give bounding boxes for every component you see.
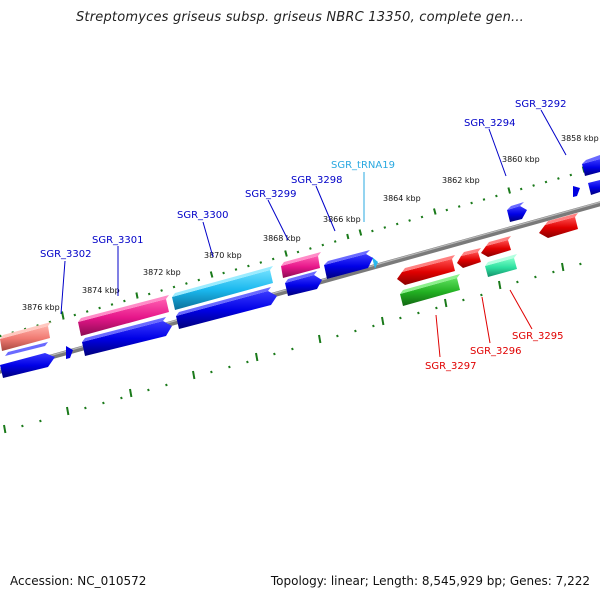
kbp-label: 3872 kbp bbox=[143, 268, 181, 277]
gene-SGR_3297-green[interactable] bbox=[400, 274, 460, 306]
forward-strand-row2 bbox=[0, 180, 600, 378]
gene-SGR_3300[interactable] bbox=[172, 266, 273, 310]
label-SGR_3294: SGR_3294 bbox=[464, 118, 516, 129]
reverse-strand-features bbox=[397, 213, 578, 306]
label-SGR_3297: SGR_3297 bbox=[425, 361, 477, 372]
trna-SGR_tRNA19[interactable] bbox=[372, 257, 378, 269]
gene-SGR_3299[interactable] bbox=[324, 250, 373, 279]
gene-reverse-right[interactable] bbox=[539, 213, 578, 238]
lower-scale-ruler bbox=[3, 262, 582, 434]
gene-SGR_3297[interactable] bbox=[397, 255, 455, 285]
gene-forward-c[interactable] bbox=[176, 287, 277, 329]
label-SGR_3300: SGR_3300 bbox=[177, 210, 229, 221]
accession-text: Accession: NC_010572 bbox=[10, 574, 147, 588]
kbp-scale-labels: 3876 kbp 3874 kbp 3872 kbp 3870 kbp 3868… bbox=[22, 134, 599, 312]
sequence-title: Streptomyces griseus subsp. griseus NBRC… bbox=[75, 10, 525, 25]
forward-strand-features bbox=[0, 155, 600, 359]
gene-SGR_3295[interactable] bbox=[485, 254, 517, 277]
kbp-label: 3868 kbp bbox=[263, 234, 301, 243]
label-SGR_3302: SGR_3302 bbox=[40, 249, 92, 260]
gene-SGR_3294[interactable] bbox=[507, 202, 527, 222]
gene-SGR_3298[interactable] bbox=[281, 252, 321, 278]
label-SGR_3292: SGR_3292 bbox=[515, 99, 567, 110]
label-SGR_tRNA19: SGR_tRNA19 bbox=[331, 160, 395, 171]
label-SGR_3299: SGR_3299 bbox=[245, 189, 297, 200]
kbp-label: 3876 kbp bbox=[22, 303, 60, 312]
kbp-label: 3862 kbp bbox=[442, 176, 480, 185]
gene-labels: SGR_3302 SGR_3301 SGR_3300 SGR_3299 SGR_… bbox=[40, 99, 567, 372]
kbp-label: 3866 kbp bbox=[323, 215, 361, 224]
gene-SGR_3296-b[interactable] bbox=[481, 236, 511, 257]
gene-SGR_3296[interactable] bbox=[457, 248, 481, 268]
gene-forward-b[interactable] bbox=[82, 317, 172, 356]
kbp-label: 3860 kbp bbox=[502, 155, 540, 164]
kbp-label: 3864 kbp bbox=[383, 194, 421, 203]
label-leader-lines bbox=[60, 109, 567, 358]
kbp-label: 3870 kbp bbox=[204, 251, 242, 260]
kbp-label: 3858 kbp bbox=[561, 134, 599, 143]
gene-SGR_3292[interactable] bbox=[582, 155, 600, 176]
topology-summary: Topology: linear; Length: 8,545,929 bp; … bbox=[270, 574, 590, 588]
kbp-label: 3874 kbp bbox=[82, 286, 120, 295]
gene-forward-d[interactable] bbox=[285, 271, 322, 296]
label-SGR_3296: SGR_3296 bbox=[470, 346, 522, 357]
label-SGR_3295: SGR_3295 bbox=[512, 331, 564, 342]
gene-small-forward[interactable] bbox=[66, 346, 73, 359]
gene-SGR_3302[interactable] bbox=[0, 322, 51, 351]
gene-SGR_3301[interactable] bbox=[78, 295, 169, 336]
label-SGR_3301: SGR_3301 bbox=[92, 235, 144, 246]
gene-forward-a[interactable] bbox=[0, 342, 55, 378]
label-SGR_3298: SGR_3298 bbox=[291, 175, 343, 186]
gene-SGR_3292-small[interactable] bbox=[573, 186, 580, 197]
gene-forward-e[interactable] bbox=[588, 180, 600, 195]
